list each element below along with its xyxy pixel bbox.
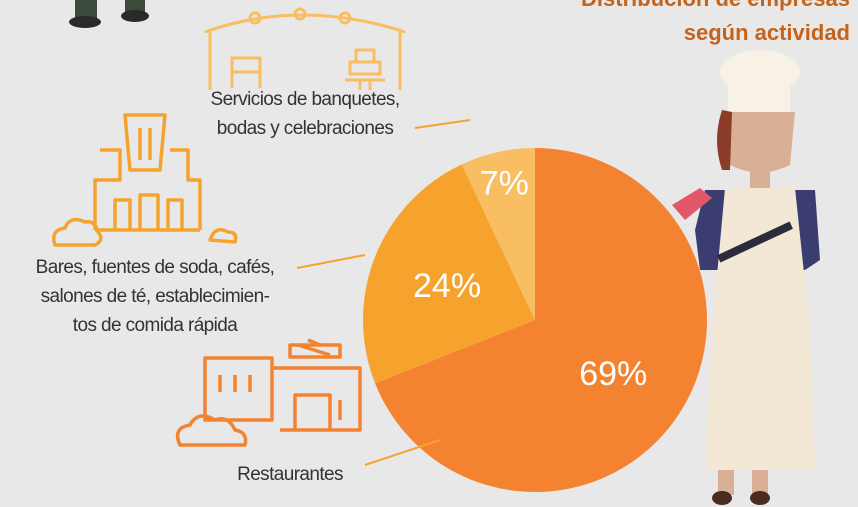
value-label: 69% bbox=[579, 355, 647, 393]
banquet-icon bbox=[204, 7, 406, 90]
category-label: salones de té, establecimien- bbox=[41, 286, 270, 307]
chart-title-line: Distribución de empresas bbox=[581, 0, 850, 11]
leader-line bbox=[364, 439, 441, 466]
restaurant-icon bbox=[175, 338, 362, 447]
category-label: Bares, fuentes de soda, cafés, bbox=[36, 257, 275, 278]
value-label: 24% bbox=[413, 267, 481, 305]
chef-illustration bbox=[672, 50, 820, 505]
category-label: bodas y celebraciones bbox=[217, 118, 394, 139]
value-label: 7% bbox=[480, 164, 529, 202]
category-label: tos de comida rápida bbox=[73, 315, 238, 336]
pie-slice bbox=[461, 148, 535, 320]
category-label: Restaurantes bbox=[237, 464, 343, 485]
category-label: Servicios de banquetes, bbox=[211, 89, 400, 110]
leader-line bbox=[414, 119, 471, 129]
bar-icon bbox=[52, 113, 238, 247]
pie-slice bbox=[363, 164, 535, 384]
pie-slice bbox=[375, 148, 708, 492]
chart-title-line: según actividad bbox=[684, 20, 850, 45]
figure-legs bbox=[69, 0, 149, 28]
leader-line bbox=[296, 254, 366, 269]
